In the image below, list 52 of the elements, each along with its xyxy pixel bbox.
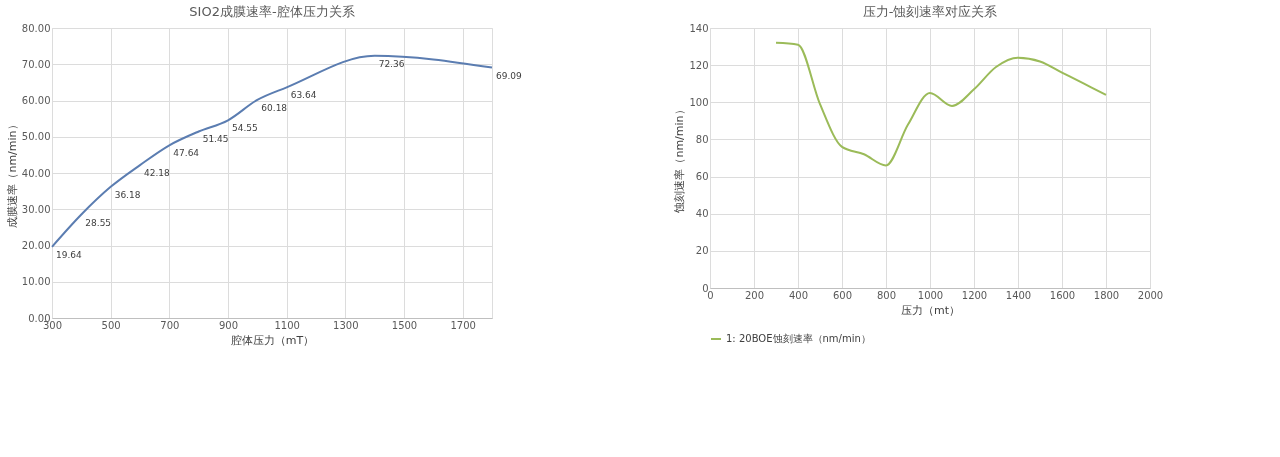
data-label: 36.18: [114, 189, 141, 200]
x-tick-label: 2000: [1137, 289, 1164, 301]
x-tick-label: 1200: [961, 289, 988, 301]
y-tick-label: 40: [695, 208, 709, 220]
y-tick-label: 60: [695, 171, 709, 183]
y-tick-label: 20: [695, 245, 709, 257]
y-tick-label: 100: [689, 96, 709, 108]
y-tick-label: 80.00: [21, 22, 51, 34]
y-tick-label: 140: [689, 22, 709, 34]
y-axis-title: 蚀刻速率（nm/min）: [673, 104, 687, 213]
x-tick-label: 500: [101, 319, 121, 331]
x-tick-label: 200: [744, 289, 765, 301]
data-label: 47.64: [173, 148, 200, 159]
data-label: 63.64: [290, 90, 317, 101]
y-tick-label: 80: [695, 133, 709, 145]
chart-title: 压力-蚀刻速率对应关系: [862, 4, 998, 19]
data-label: 19.64: [56, 249, 83, 260]
y-tick-label: 10.00: [21, 276, 51, 288]
x-tick-label: 900: [218, 319, 239, 331]
x-tick-label: 1800: [1093, 289, 1120, 301]
data-label: 69.09: [496, 70, 523, 81]
x-tick-label: 1600: [1049, 289, 1076, 301]
y-tick-label: 50.00: [21, 131, 51, 143]
chart-title: SIO2成膜速率-腔体压力关系: [189, 4, 355, 19]
y-tick-label: 60.00: [21, 95, 51, 106]
x-tick-label: 400: [788, 289, 809, 301]
y-tick-label: 40.00: [21, 167, 51, 179]
x-tick-label: 1300: [333, 319, 359, 331]
x-tick-label: 1000: [917, 289, 944, 301]
data-label: 42.18: [144, 168, 171, 179]
line-series: [51, 54, 493, 248]
data-label: 72.36: [378, 58, 405, 69]
x-tick-label: 1500: [391, 319, 418, 331]
legend-label: 1: 20BOE蚀刻速率（nm/min）: [726, 333, 871, 344]
y-axis-title: 成膜速率（nm/min）: [5, 119, 19, 228]
y-tick-label: 30.00: [21, 203, 51, 215]
x-axis-title: 腔体压力（mT）: [230, 333, 315, 347]
y-tick-label: 20.00: [21, 240, 51, 251]
data-label: 60.18: [261, 102, 288, 113]
y-tick-label: 70.00: [21, 58, 51, 70]
x-axis-title: 压力（mt）: [900, 303, 961, 317]
x-tick-label: 700: [160, 319, 180, 331]
x-tick-label: 1400: [1005, 289, 1032, 301]
data-label: 54.55: [232, 123, 258, 134]
x-tick-label: 800: [876, 289, 897, 301]
y-tick-label: 120: [689, 59, 709, 71]
x-tick-label: 600: [832, 289, 853, 301]
x-tick-label: 1700: [450, 319, 476, 331]
data-label: 28.55: [85, 217, 112, 228]
data-label: 51.45: [202, 134, 229, 145]
x-tick-label: 1100: [274, 319, 300, 331]
line-series: [775, 41, 1107, 167]
